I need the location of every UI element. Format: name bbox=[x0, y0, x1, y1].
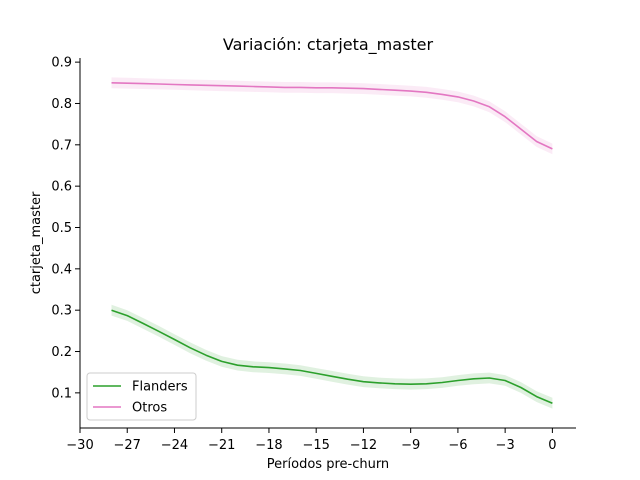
y-tick-label: 0.4 bbox=[51, 262, 72, 277]
x-axis-label: Períodos pre-churn bbox=[267, 457, 389, 472]
y-tick-label: 0.9 bbox=[51, 56, 72, 71]
x-tick-label: −24 bbox=[161, 438, 188, 453]
y-tick-label: 0.3 bbox=[51, 304, 72, 319]
axes bbox=[79, 58, 576, 429]
confidence-bands bbox=[111, 77, 553, 409]
legend-frame bbox=[86, 372, 197, 421]
y-tick-label: 0.6 bbox=[51, 180, 72, 195]
y-tick-label: 0.8 bbox=[51, 97, 72, 112]
series-band-1 bbox=[111, 77, 553, 155]
y-axis-label: ctarjeta_master bbox=[29, 191, 44, 294]
chart-title: Variación: ctarjeta_master bbox=[223, 35, 434, 55]
y-tick-label: 0.1 bbox=[51, 386, 72, 401]
legend: Flanders Otros bbox=[86, 372, 197, 421]
x-tick-label: −6 bbox=[448, 438, 467, 453]
x-tick-label: −30 bbox=[66, 438, 93, 453]
x-tick-label: −3 bbox=[496, 438, 515, 453]
x-tick-label: 0 bbox=[548, 438, 556, 453]
x-tick-label: −21 bbox=[208, 438, 235, 453]
x-tick-label: −15 bbox=[302, 438, 329, 453]
y-tick-label: 0.2 bbox=[51, 345, 72, 360]
legend-label: Otros bbox=[132, 401, 167, 416]
y-tick-label: 0.5 bbox=[51, 221, 72, 236]
x-tick-label: −12 bbox=[350, 438, 377, 453]
x-ticks: −30 −27 −24 −21 −18 −15 −12 −9 −6 −3 0 bbox=[66, 428, 557, 453]
series-line-1 bbox=[111, 82, 553, 150]
y-tick-label: 0.7 bbox=[51, 138, 72, 153]
series-line-0 bbox=[111, 309, 553, 404]
legend-label: Flanders bbox=[132, 380, 188, 395]
series-lines bbox=[111, 82, 553, 404]
x-tick-label: −18 bbox=[255, 438, 282, 453]
y-ticks: 0.1 0.2 0.3 0.4 0.5 0.6 0.7 0.8 0.9 bbox=[51, 56, 80, 401]
x-tick-label: −27 bbox=[114, 438, 141, 453]
x-tick-label: −9 bbox=[401, 438, 420, 453]
